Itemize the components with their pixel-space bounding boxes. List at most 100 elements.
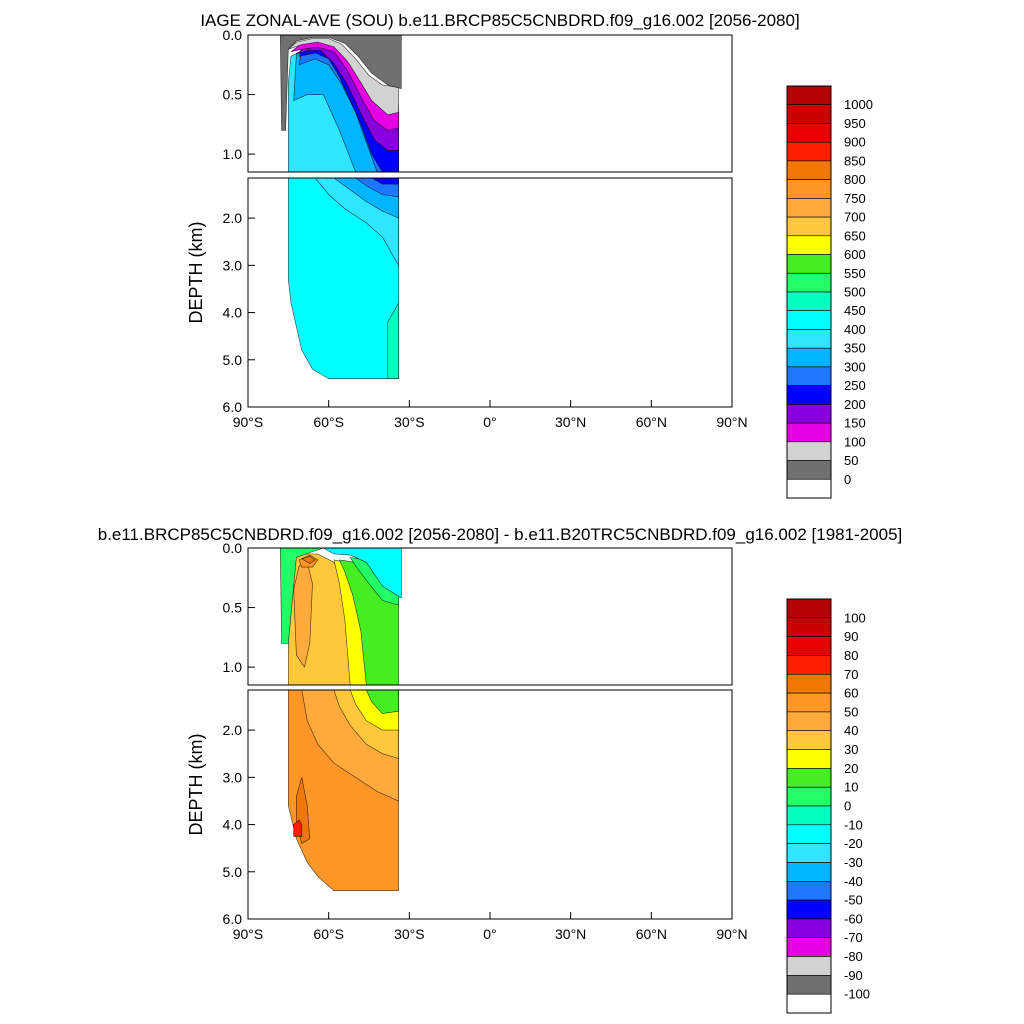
panel-1-colorbar-label: 800 — [844, 172, 866, 187]
panel-1-xtick-label: 60°S — [313, 414, 344, 430]
panel-2-contour-region-4 — [322, 548, 402, 599]
panel-2-colorbar-label: 60 — [844, 686, 858, 701]
panel-1-colorbar-swatch — [786, 385, 832, 405]
panel-1-colorbar-label: 150 — [844, 416, 866, 431]
panel-1-colorbar-label: 100 — [844, 434, 866, 449]
panel-1-colorbar-label: 1000 — [844, 97, 873, 112]
panel-2-colorbar-swatch — [786, 749, 832, 769]
panel-2-colorbar-label: 40 — [844, 723, 858, 738]
panel-1-xtick-label: 90°S — [233, 414, 264, 430]
panel-1-colorbar-swatch — [786, 460, 832, 480]
panel-2-upper-fills — [279, 548, 402, 685]
panel-1-colorbar-swatch — [786, 422, 832, 443]
panel-2-xtick-label: 60°S — [313, 926, 344, 942]
panel-2-colorbar-label: 100 — [844, 610, 866, 625]
panel-2-xtick-label: 30°S — [394, 926, 425, 942]
panel-1-colorbar-swatch — [786, 85, 832, 106]
panel-2-xtick-label: 90°S — [233, 926, 264, 942]
panel-2-colorbar-swatch — [786, 937, 832, 957]
panel-2-colorbar-swatch — [786, 843, 832, 863]
panel-2-colorbar-label: 30 — [844, 742, 858, 757]
panel-2-colorbar-label: 50 — [844, 704, 858, 719]
panel-2-colorbar-label: 80 — [844, 648, 858, 663]
panel-1-ytick-label: 3.0 — [223, 257, 243, 273]
panel-2-colorbar-label: -20 — [844, 836, 863, 851]
panel-1-colorbar-label: 900 — [844, 135, 866, 150]
panel-2-xtick-label: 60°N — [636, 926, 667, 942]
panel-2-colorbar-swatch — [786, 899, 832, 920]
panel-2-xtick-label: 90°N — [716, 926, 747, 942]
panel-1-colorbar-label: 200 — [844, 397, 866, 412]
panel-2-colorbar-label: 20 — [844, 761, 858, 776]
panel-1-colorbar-label: 600 — [844, 247, 866, 262]
panel-1-colorbar-swatch — [786, 104, 832, 124]
panel-2-ytick-label: 0.0 — [223, 540, 243, 556]
panel-1-colorbar-frame — [786, 85, 832, 499]
panel-2-contour-region-5 — [279, 548, 324, 644]
panel-1-colorbar-swatch — [786, 216, 832, 237]
panel-1-xtick-label: 90°N — [716, 414, 747, 430]
panel-2-ytick-label: 1.0 — [223, 659, 243, 675]
panel-1-colorbar-label: 750 — [844, 191, 866, 206]
panel-1-colorbar-label: 650 — [844, 228, 866, 243]
panel-2-colorbar-frame — [786, 598, 832, 1014]
panel-2-colorbar-label: 90 — [844, 629, 858, 644]
panel-1-colorbar-label: 250 — [844, 378, 866, 393]
panel-2-colorbar-swatch — [786, 673, 832, 694]
panel-2-contour-region-13 — [365, 690, 399, 714]
panel-2-colorbar-label: -80 — [844, 949, 863, 964]
panel-2-colorbar-label: 70 — [844, 667, 858, 682]
panel-2-contour-region-15 — [293, 819, 303, 837]
panel-2-colorbar-swatch — [786, 862, 832, 882]
panel-1-colorbar-swatch — [786, 235, 832, 255]
panel-1-colorbar-swatch — [786, 329, 832, 349]
panel-2-colorbar-swatch — [786, 975, 832, 995]
panel-1-xtick-label: 30°N — [555, 414, 586, 430]
panel-1-colorbar-swatch — [786, 179, 832, 199]
panel-1-colorbar: 1000950900850800750700650600550500450400… — [786, 85, 873, 499]
panel-2-colorbar-label: -70 — [844, 930, 863, 945]
panel-1-ylabel: DEPTH (km) — [186, 222, 206, 324]
panel-2-colorbar-swatch — [786, 956, 832, 976]
panel-2-ytick-label: 2.0 — [223, 722, 243, 738]
panel-1-xtick-label: 30°S — [394, 414, 425, 430]
panel-2-xtick-label: 0° — [483, 926, 496, 942]
panel-1-colorbar-swatch — [786, 347, 832, 368]
panel-1-colorbar-swatch — [786, 160, 832, 180]
panel-2-contour-region-8 — [301, 555, 316, 564]
panel-2-ytick-label: 4.0 — [223, 817, 243, 833]
panel-1-contour-region-9 — [387, 301, 399, 380]
panel-2-colorbar-swatch — [786, 805, 832, 826]
panel-1: IAGE ZONAL-AVE (SOU) b.e11.BRCP85C5CNBDR… — [186, 11, 873, 499]
panel-1-contour-region-7 — [279, 35, 402, 131]
panel-1-ytick-label: 5.0 — [223, 352, 243, 368]
panel-2-ytick-label: 3.0 — [223, 769, 243, 785]
panel-1-ytick-label: 6.0 — [223, 399, 243, 415]
panel-2-colorbar-swatch — [786, 993, 832, 1014]
panel-2-colorbar-swatch — [786, 636, 832, 656]
panel-1-upper-frame — [247, 34, 733, 173]
panel-2-ylabel: DEPTH (km) — [186, 734, 206, 836]
panel-2: b.e11.BRCP85C5CNBDRD.f09_g16.002 [2056-2… — [98, 525, 902, 1014]
panel-2-ytick-label: 5.0 — [223, 864, 243, 880]
panel-1-colorbar-swatch — [786, 291, 832, 312]
panel-1-colorbar-swatch — [786, 441, 832, 461]
panel-2-colorbar-label: 0 — [844, 799, 851, 814]
panel-1-colorbar-swatch — [786, 366, 832, 386]
panel-2-ytick-label: 6.0 — [223, 911, 243, 927]
panel-2-colorbar-label: -50 — [844, 893, 863, 908]
panel-2-colorbar-swatch — [786, 824, 832, 844]
panel-1-colorbar-label: 500 — [844, 285, 866, 300]
panel-1-xtick-label: 0° — [483, 414, 496, 430]
panel-2-colorbar-swatch — [786, 918, 832, 939]
panel-1-colorbar-swatch — [786, 198, 832, 218]
panel-2-colorbar: 1009080706050403020100-10-20-30-40-50-60… — [786, 598, 870, 1014]
panel-2-colorbar-swatch — [786, 598, 832, 619]
panel-1-ytick-label: 0.0 — [223, 27, 243, 43]
panel-1-colorbar-label: 350 — [844, 341, 866, 356]
panel-1-colorbar-label: 400 — [844, 322, 866, 337]
panel-2-colorbar-swatch — [786, 768, 832, 788]
panel-1-colorbar-label: 450 — [844, 303, 866, 318]
panel-1-colorbar-label: 50 — [844, 453, 858, 468]
